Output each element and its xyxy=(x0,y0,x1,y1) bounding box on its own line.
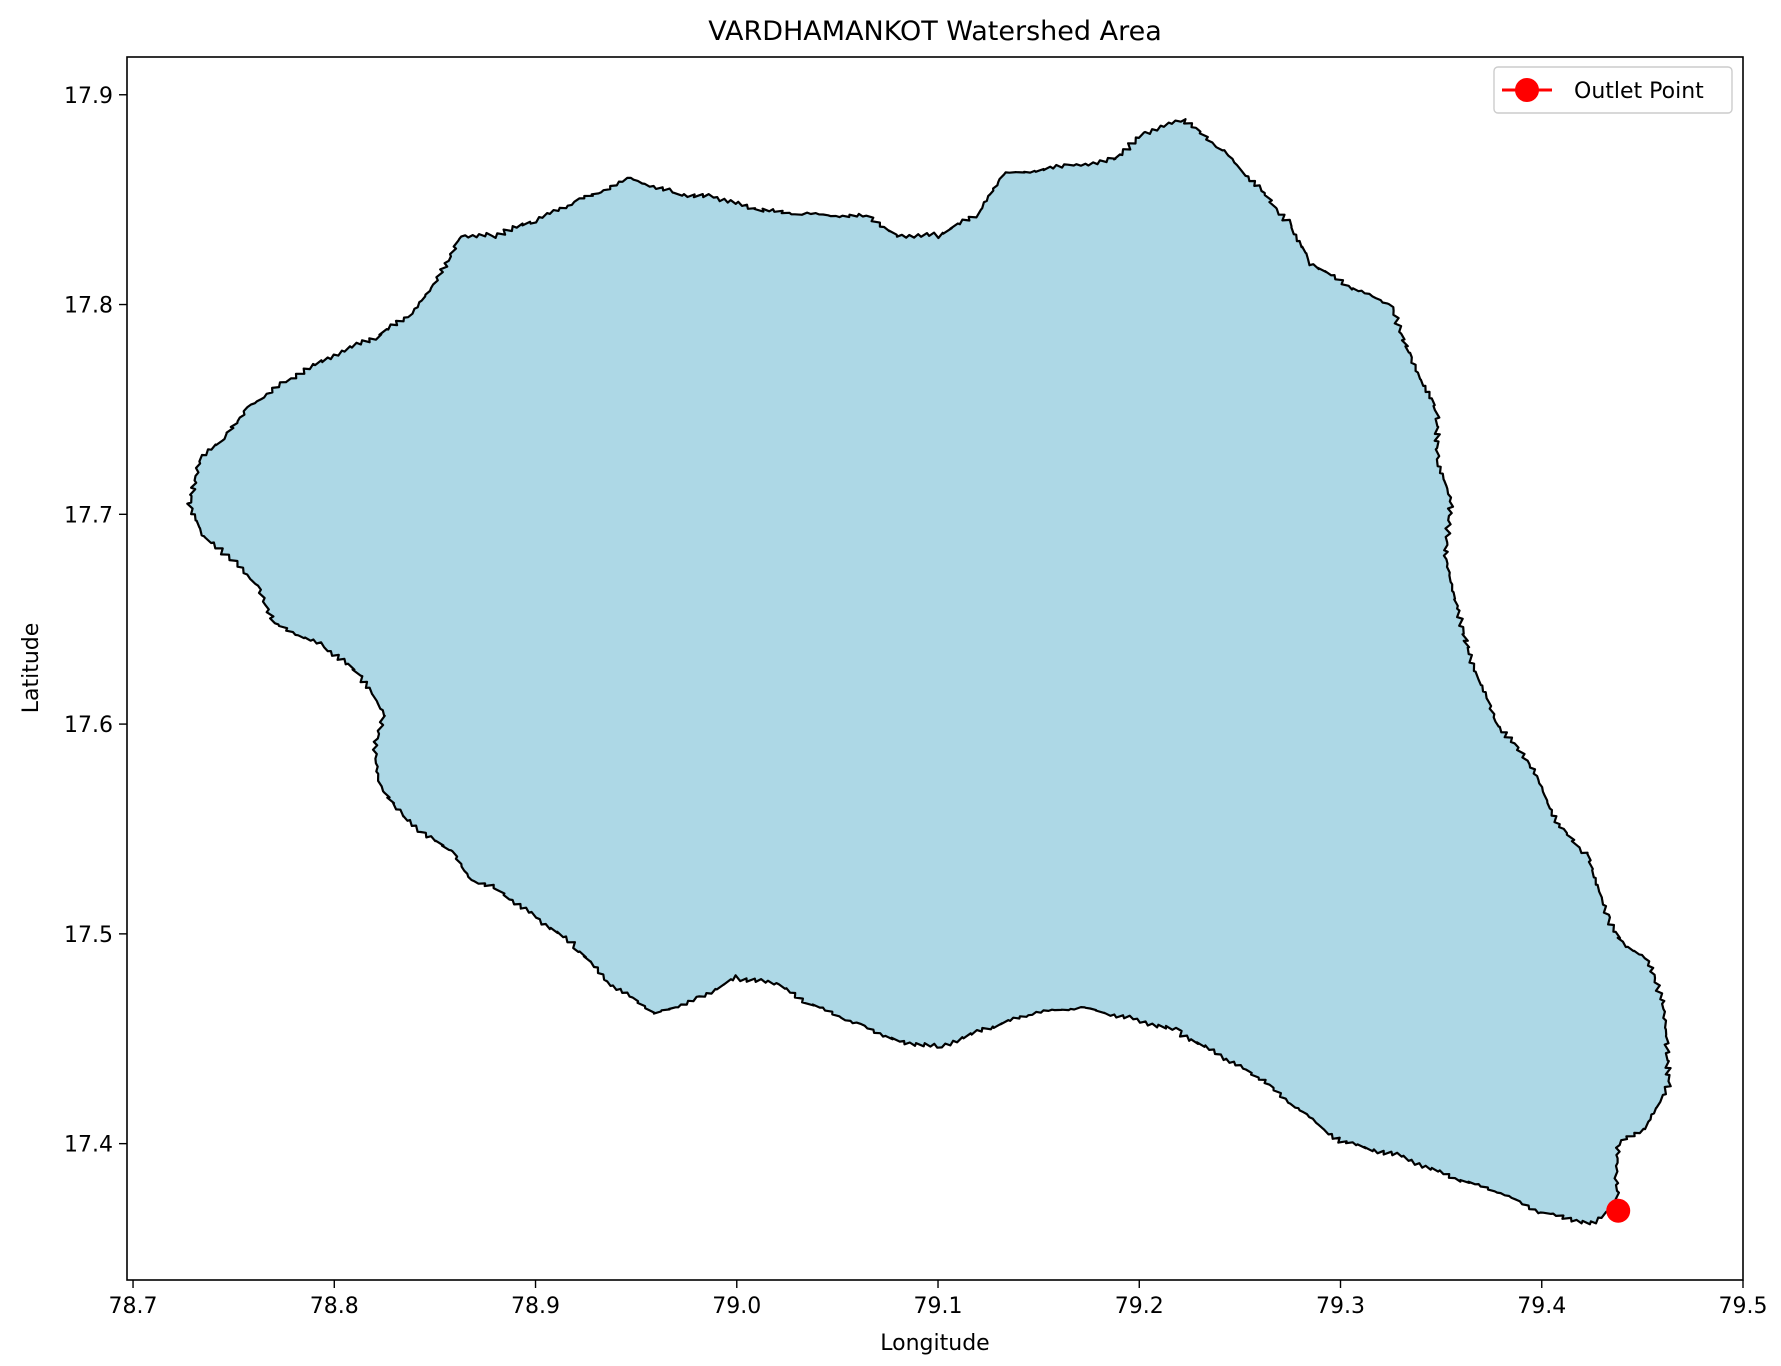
watershed-polygon xyxy=(186,118,1672,1226)
x-tick-label: 79.0 xyxy=(712,1294,761,1319)
x-tick-label: 78.9 xyxy=(511,1294,560,1319)
y-tick-label: 17.8 xyxy=(64,294,113,319)
y-tick-label: 17.6 xyxy=(64,713,113,738)
y-tick-label: 17.9 xyxy=(64,84,113,109)
x-tick-label: 79.5 xyxy=(1719,1294,1768,1319)
x-tick-label: 78.8 xyxy=(310,1294,359,1319)
x-tick-label: 79.2 xyxy=(1115,1294,1164,1319)
chart-title: VARDHAMANKOT Watershed Area xyxy=(708,16,1162,47)
y-tick-label: 17.5 xyxy=(64,923,113,948)
legend-point-marker xyxy=(1515,78,1539,102)
x-axis-ticks: 78.7 78.8 78.9 79.0 79.1 79.2 79.3 79.4 79.5 xyxy=(109,1280,1768,1319)
axes-frame xyxy=(126,56,1744,1281)
y-tick-label: 17.7 xyxy=(64,503,113,528)
y-tick-label: 17.4 xyxy=(64,1133,113,1158)
legend-box xyxy=(1493,66,1733,114)
legend-label-outlet-point: Outlet Point xyxy=(1574,79,1704,104)
legend: Outlet Point xyxy=(1493,66,1733,114)
x-axis-label: Longitude xyxy=(880,1331,989,1356)
y-axis-label: Latitude xyxy=(19,623,44,714)
outlet-point-marker xyxy=(1606,1198,1631,1223)
x-tick-label: 79.1 xyxy=(914,1294,963,1319)
x-tick-label: 79.4 xyxy=(1517,1294,1566,1319)
x-tick-label: 79.3 xyxy=(1316,1294,1365,1319)
x-tick-label: 78.7 xyxy=(109,1294,158,1319)
y-axis-ticks: 17.4 17.5 17.6 17.7 17.8 17.9 xyxy=(64,84,127,1158)
plot-area xyxy=(186,118,1672,1226)
